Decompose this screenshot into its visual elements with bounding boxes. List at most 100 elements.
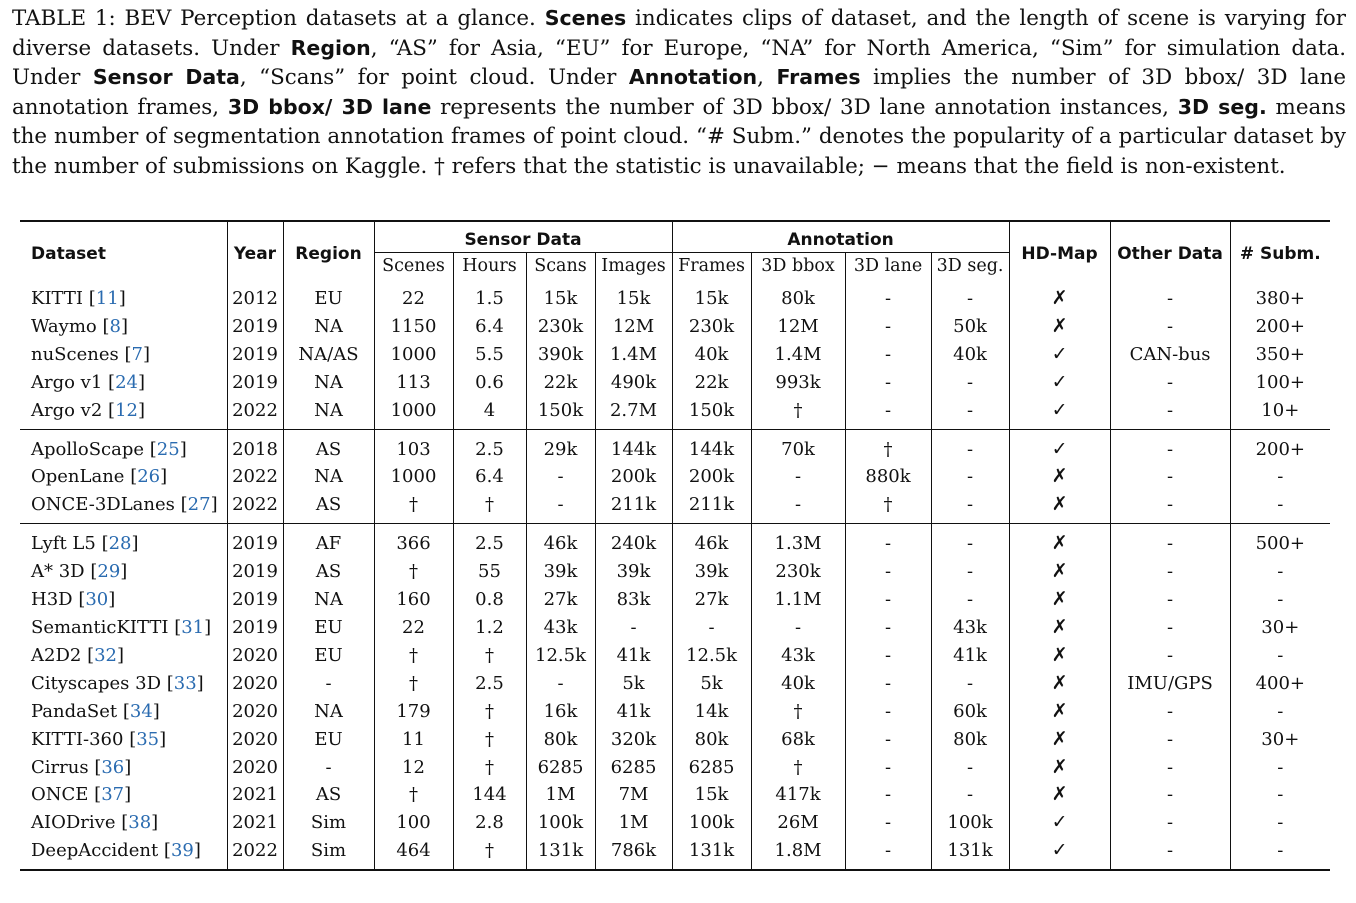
header-3d-bbox: 3D bbox (750, 252, 846, 279)
table-row: KITTI-360 [35] 2020 EU 11 † 80k 320k 80k 68k -80k… (20, 725, 1331, 754)
cell-subm: 500+ (1229, 523, 1331, 559)
dataset-name: SemanticKITTI (31, 616, 169, 638)
citation-link[interactable]: 31 (181, 616, 205, 638)
dataset-table: Dataset Year Region Sensor Data Annotati… (20, 220, 1331, 871)
citation-link[interactable]: 30 (85, 589, 109, 611)
cell-subm: - (1229, 463, 1331, 492)
cell-seg: - (930, 781, 1010, 810)
cell-lane: - (844, 312, 932, 341)
citation-link[interactable]: 27 (187, 494, 211, 516)
citation-link[interactable]: 7 (131, 343, 143, 365)
cell-seg: - (930, 558, 1010, 587)
cell-hours: 55 (452, 558, 526, 587)
table-row: Waymo [8] 2019 NA 1150 6.4 230k 12M 230k 12M -50k… (20, 312, 1331, 341)
citation-link[interactable]: 29 (97, 561, 121, 583)
cell-hours: 6.4 (452, 463, 526, 492)
cell-year: 2022 (226, 491, 283, 524)
table-row: H3D [30] 2019 NA 160 0.8 27k 83k 27k 1.1M - - ✗ - - (20, 586, 1331, 614)
citation-link[interactable]: 37 (101, 784, 125, 806)
cell-scenes: 11 (373, 725, 453, 754)
cell-region: NA (282, 396, 374, 430)
citation-link[interactable]: 8 (109, 315, 121, 337)
cell-scenes: 1150 (373, 312, 453, 341)
cell-region: AS (282, 781, 374, 810)
cell-dataset: OpenLane [26] (31, 466, 168, 488)
header-year: Year (226, 221, 283, 279)
cell-frames: 39k (671, 558, 752, 587)
table-row: ONCE [37] 2021 AS † 144 1M 7M 15k 417k - - ✗ - - (20, 781, 1331, 810)
cell-subm: 200+ (1229, 428, 1331, 464)
caption-text: implies the number of 3D bbox/ 3D lane a… (12, 65, 1347, 120)
cell-bbox: † (750, 697, 846, 726)
cell-frames: 15k (671, 781, 752, 810)
caption-term-seg: 3D seg. (1177, 94, 1267, 119)
cell-year: 2019 (226, 368, 283, 397)
cell-region: EU (282, 725, 374, 754)
citation-link[interactable]: 38 (128, 812, 152, 834)
cell-other: - (1109, 558, 1231, 587)
cell-scans: 43k (525, 613, 595, 642)
cell-year: 2021 (226, 809, 283, 838)
cell-seg: 80k (930, 725, 1010, 754)
cell-hdmap: ✗ (1008, 586, 1111, 614)
cell-dataset: ONCE-3DLanes [27] (31, 494, 218, 516)
dataset-name: nuScenes (31, 343, 119, 365)
citation-link[interactable]: 35 (136, 728, 160, 750)
cell-seg: - (930, 669, 1010, 698)
cell-dataset: Cirrus [36] (31, 756, 132, 778)
dataset-name: Argo v1 (31, 371, 103, 393)
header-scenes: Scenes (373, 252, 453, 279)
table-row: A2D2 [32] 2020 EU † † 12.5k 41k 12.5k 43k -41k ✗ - - (20, 641, 1331, 670)
header-submissions: # Subm. (1229, 221, 1331, 279)
cell-scenes: 160 (373, 586, 453, 614)
cell-seg: - (930, 491, 1010, 524)
citation-link[interactable]: 32 (94, 644, 118, 666)
cell-bbox: 80k (750, 279, 846, 313)
cell-seg: - (930, 586, 1010, 614)
cell-subm: - (1229, 697, 1331, 726)
cell-lane: - (844, 396, 932, 430)
citation-link[interactable]: 26 (137, 466, 161, 488)
cell-scenes: † (373, 781, 453, 810)
cell-seg: 40k (930, 340, 1010, 369)
cell-images: 7M (594, 781, 673, 810)
cell-scans: - (525, 463, 595, 492)
cell-hours: 144 (452, 781, 526, 810)
dataset-name: Cirrus (31, 756, 89, 778)
cell-year: 2020 (226, 697, 283, 726)
citation-link[interactable]: 36 (101, 756, 125, 778)
cell-frames: 131k (671, 837, 752, 871)
cell-region: - (282, 669, 374, 698)
cell-hours: † (452, 491, 526, 524)
cell-dataset: SemanticKITTI [31] (31, 616, 212, 638)
cell-scans: - (525, 491, 595, 524)
cell-region: NA (282, 368, 374, 397)
citation-link[interactable]: 25 (156, 438, 180, 460)
cell-dataset: ONCE [37] (31, 784, 132, 806)
citation-link[interactable]: 11 (95, 288, 119, 309)
citation-link[interactable]: 39 (170, 840, 194, 862)
table-row: nuScenes [7] 2019 NA/AS 1000 5.5 390k 1.4M 40k 1… (20, 340, 1331, 369)
citation-link[interactable]: 34 (129, 700, 153, 722)
cell-hdmap: ✗ (1008, 697, 1111, 726)
cell-lane: - (844, 368, 932, 397)
citation-link[interactable]: 24 (115, 371, 138, 393)
caption-text: , “Scans” for point cloud. Under (239, 65, 629, 90)
cell-images: 144k (594, 428, 673, 464)
cell-hdmap: ✗ (1008, 279, 1111, 313)
cell-hdmap: ✓ (1008, 396, 1111, 430)
citation-link[interactable]: 33 (173, 672, 197, 694)
cell-hours: 5.5 (452, 340, 526, 369)
cell-lane: - (844, 725, 932, 754)
cell-scans: 100k (525, 809, 595, 838)
cell-hours: 2.5 (452, 523, 526, 559)
cell-frames: 27k (671, 586, 752, 614)
cell-hours: 1.5 (452, 279, 526, 313)
cell-scans: 80k (525, 725, 595, 754)
cell-bbox: 26M (750, 809, 846, 838)
citation-link[interactable]: 12 (115, 399, 138, 421)
cell-bbox: 993k (750, 368, 846, 397)
citation-link[interactable]: 28 (108, 533, 132, 555)
dataset-name: Lyft L5 (31, 533, 96, 555)
cell-hdmap: ✗ (1008, 463, 1111, 492)
